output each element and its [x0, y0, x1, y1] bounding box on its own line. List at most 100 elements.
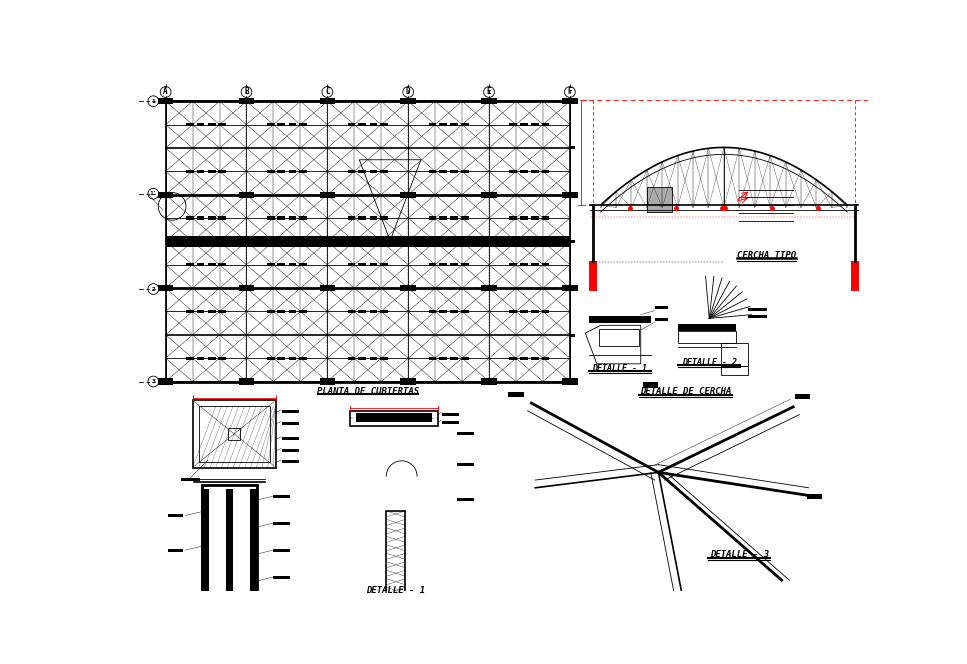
Text: 2: 2 [152, 287, 155, 291]
Bar [795, 394, 810, 399]
Bar [509, 392, 524, 397]
Bar [531, 170, 539, 173]
Bar [571, 334, 575, 337]
Bar [202, 485, 257, 600]
Text: DETALLE - 2: DETALLE - 2 [682, 358, 737, 367]
Bar [461, 216, 469, 220]
Bar [356, 413, 432, 422]
Bar [562, 98, 577, 104]
Bar [219, 357, 226, 360]
Bar [282, 410, 299, 413]
Text: 1': 1' [150, 191, 157, 197]
Bar [451, 357, 458, 360]
Bar [542, 170, 549, 173]
Bar [439, 310, 447, 313]
Bar [400, 285, 416, 291]
Bar [267, 216, 275, 220]
Bar [358, 123, 366, 126]
Bar [380, 310, 388, 313]
Bar [320, 285, 335, 291]
Text: F: F [568, 88, 572, 96]
Bar [289, 263, 297, 266]
Bar [461, 263, 469, 266]
Bar [208, 216, 216, 220]
Bar [168, 514, 184, 517]
Bar [239, 285, 254, 291]
Bar [542, 263, 549, 266]
Bar [562, 285, 577, 291]
Bar [520, 123, 528, 126]
Bar [158, 378, 173, 384]
Bar [350, 411, 438, 426]
Bar [208, 263, 216, 266]
Bar [451, 216, 458, 220]
Bar [320, 98, 335, 104]
Bar [267, 357, 275, 360]
Bar [531, 216, 539, 220]
Bar [278, 263, 285, 266]
Bar [461, 170, 469, 173]
Bar [520, 357, 528, 360]
Text: DETALLE - 1: DETALLE - 1 [366, 586, 425, 595]
Bar [747, 315, 767, 318]
Bar [461, 357, 469, 360]
Bar [643, 382, 659, 388]
Bar [542, 357, 549, 360]
Bar [289, 170, 297, 173]
Bar [289, 123, 297, 126]
Text: DETALLE DE CERCHA: DETALLE DE CERCHA [640, 387, 731, 396]
Bar [239, 192, 254, 198]
Bar [542, 216, 549, 220]
Text: 3: 3 [152, 379, 155, 384]
Bar [228, 428, 241, 440]
Bar [208, 310, 216, 313]
Bar [720, 343, 747, 366]
Bar [348, 310, 356, 313]
Bar [267, 170, 275, 173]
Bar [282, 422, 299, 425]
Bar [196, 310, 204, 313]
Text: DETALLE - 3: DETALLE - 3 [710, 550, 769, 559]
Polygon shape [647, 187, 672, 212]
Bar [451, 123, 458, 126]
Bar [520, 170, 528, 173]
Bar [678, 594, 693, 600]
Bar [168, 548, 184, 552]
Bar [400, 192, 416, 198]
Bar [439, 263, 447, 266]
Bar [186, 123, 193, 126]
Bar [267, 310, 275, 313]
Bar [482, 285, 497, 291]
Bar [589, 280, 597, 284]
Bar [239, 378, 254, 384]
Bar [851, 272, 859, 276]
Bar [196, 216, 204, 220]
Text: A: A [163, 88, 168, 96]
Bar [655, 317, 668, 321]
Bar [380, 263, 388, 266]
Text: CERCHA TIPO: CERCHA TIPO [737, 251, 796, 260]
Bar [219, 170, 226, 173]
Bar [267, 263, 275, 266]
Bar [196, 123, 204, 126]
Bar [282, 460, 299, 463]
Bar [461, 310, 469, 313]
Bar [720, 366, 747, 375]
Bar [278, 310, 285, 313]
Bar [274, 576, 290, 578]
Bar [219, 123, 226, 126]
Bar [510, 123, 517, 126]
Bar [192, 400, 276, 467]
Bar [369, 310, 377, 313]
Bar [208, 170, 216, 173]
Bar [369, 170, 377, 173]
Text: C: C [325, 88, 330, 96]
Text: D: D [406, 88, 411, 96]
Bar [679, 324, 736, 331]
Bar [282, 437, 299, 440]
Bar [531, 357, 539, 360]
Bar [186, 310, 193, 313]
Bar [320, 378, 335, 384]
Bar [679, 331, 736, 343]
Bar [451, 310, 458, 313]
